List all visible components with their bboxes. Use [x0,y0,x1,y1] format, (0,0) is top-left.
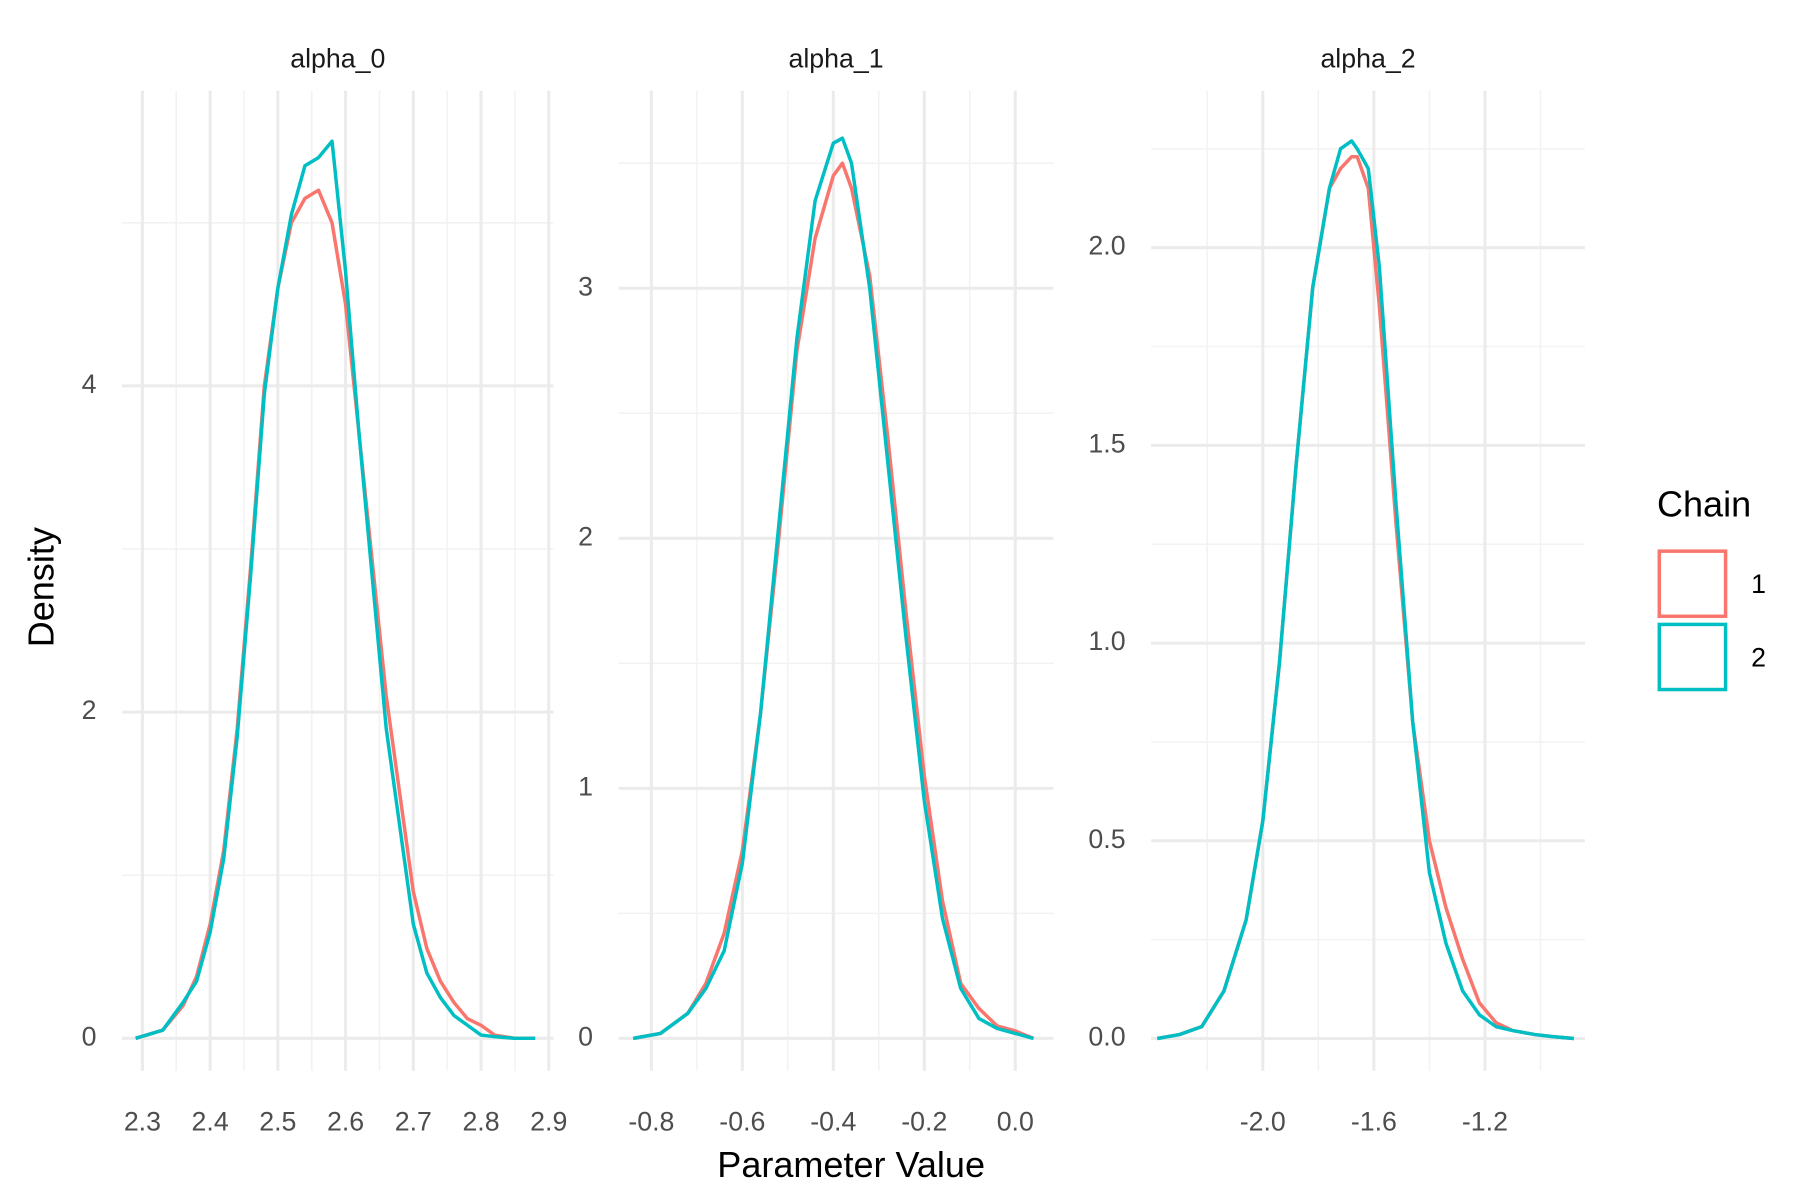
x-tick-label: -0.2 [901,1106,947,1136]
density-line [1156,154,1574,1041]
x-tick-label: -1.2 [1462,1106,1508,1136]
x-tick-label: 2.3 [124,1106,161,1136]
y-tick-label: 2 [578,521,593,551]
facet-title: alpha_2 [1320,44,1415,74]
y-tick-label: 2 [82,695,97,725]
x-tick-label: 2.5 [259,1106,296,1136]
legend-label: 2 [1751,642,1766,672]
y-axis-title: Density [21,527,62,647]
x-tick-label: 2.9 [530,1106,567,1136]
y-tick-label: 0.0 [1088,1022,1125,1052]
x-tick-label: 2.7 [395,1106,432,1136]
density-line [135,188,536,1041]
y-tick-label: 0 [578,1021,593,1051]
x-tick-label: 0.0 [997,1106,1034,1136]
x-tick-label: -0.6 [719,1106,765,1136]
y-tick-label: 0.5 [1088,824,1125,854]
x-tick-label: -0.4 [810,1106,856,1136]
density-line [632,161,1035,1041]
y-tick-label: 4 [82,369,97,399]
legend-title: Chain [1657,483,1751,524]
y-tick-label: 1 [578,771,593,801]
facet-title: alpha_0 [290,44,385,74]
x-tick-label: -2.0 [1240,1106,1286,1136]
x-tick-label: 2.8 [462,1106,499,1136]
legend-label: 1 [1751,569,1766,599]
x-axis-title: Parameter Value [717,1144,985,1185]
density-line [1156,139,1574,1041]
facet-title: alpha_1 [788,44,883,74]
x-tick-label: -1.6 [1351,1106,1397,1136]
density-line [135,139,536,1041]
y-tick-label: 2.0 [1088,231,1125,261]
x-tick-label: 2.6 [327,1106,364,1136]
y-tick-label: 3 [578,271,593,301]
y-tick-label: 1.0 [1088,626,1125,656]
legend-key [1657,622,1728,692]
x-tick-label: -0.8 [628,1106,674,1136]
y-tick-label: 1.5 [1088,428,1125,458]
density-line [632,136,1034,1041]
y-tick-label: 0 [82,1021,97,1051]
legend-key [1657,549,1728,619]
x-tick-label: 2.4 [192,1106,229,1136]
